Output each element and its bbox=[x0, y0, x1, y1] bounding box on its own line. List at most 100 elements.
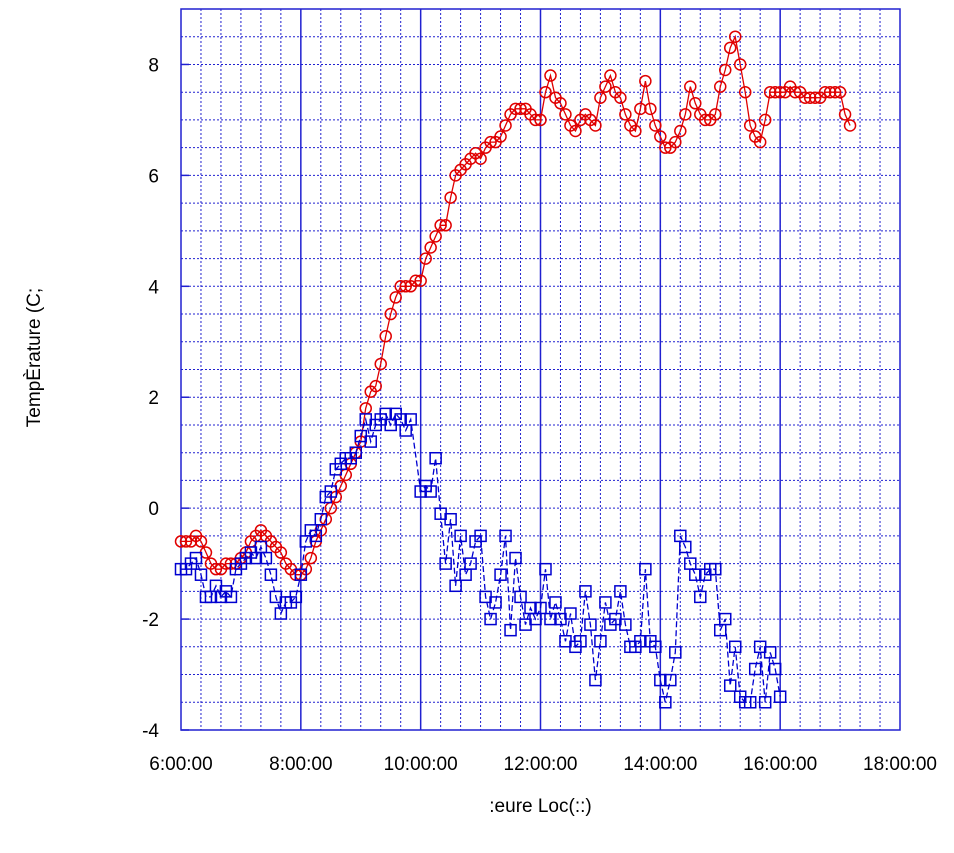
data-point bbox=[439, 219, 452, 232]
data-point bbox=[304, 551, 318, 565]
data-point bbox=[773, 85, 787, 99]
x-tick-label: 8:00:00 bbox=[269, 754, 332, 775]
data-point bbox=[818, 85, 832, 99]
data-point bbox=[564, 607, 577, 620]
data-point bbox=[743, 119, 757, 132]
data-point bbox=[499, 529, 512, 543]
y-tick-label: 2 bbox=[148, 388, 159, 409]
data-point bbox=[664, 673, 677, 687]
data-point bbox=[399, 280, 412, 293]
data-point bbox=[259, 551, 273, 565]
data-point bbox=[669, 646, 682, 659]
x-tick-label: 12:00:00 bbox=[504, 754, 578, 775]
data-point bbox=[674, 124, 687, 138]
data-point bbox=[619, 618, 632, 631]
series-2-line bbox=[181, 412, 781, 703]
data-point bbox=[474, 529, 487, 543]
data-point bbox=[649, 640, 662, 654]
data-point bbox=[264, 568, 278, 581]
data-point bbox=[594, 91, 607, 104]
data-point bbox=[788, 85, 802, 99]
data-point bbox=[738, 85, 752, 99]
data-point bbox=[494, 130, 507, 143]
series-layer bbox=[174, 30, 857, 709]
x-axis-label: :eure Loc(::) bbox=[489, 796, 591, 817]
data-point bbox=[194, 535, 208, 548]
y-tick-labels: -4 -2 0 2 4 6 8 bbox=[142, 55, 189, 742]
series-1 bbox=[174, 30, 857, 581]
data-point bbox=[699, 113, 712, 127]
data-point bbox=[389, 291, 402, 304]
data-point bbox=[709, 108, 722, 121]
data-point bbox=[758, 113, 772, 127]
data-point bbox=[449, 579, 462, 593]
data-point bbox=[484, 612, 497, 626]
data-point bbox=[599, 80, 612, 93]
plot-frame bbox=[180, 8, 901, 731]
data-point bbox=[424, 241, 437, 254]
data-point bbox=[823, 85, 837, 99]
data-point bbox=[639, 74, 652, 88]
data-point bbox=[444, 512, 457, 526]
data-point bbox=[504, 623, 517, 637]
data-point bbox=[808, 91, 822, 104]
y-tick-label: 4 bbox=[148, 277, 159, 298]
x-tick-label: 10:00:00 bbox=[384, 754, 458, 775]
data-point bbox=[594, 635, 607, 648]
data-point bbox=[644, 102, 657, 116]
data-point bbox=[748, 662, 762, 676]
data-point bbox=[364, 435, 377, 448]
data-point bbox=[314, 512, 328, 526]
data-point bbox=[309, 529, 323, 543]
x-tick-label: 14:00:00 bbox=[623, 754, 697, 775]
data-point bbox=[224, 590, 238, 604]
data-point bbox=[209, 562, 223, 576]
data-point bbox=[768, 662, 782, 676]
x-tick-label: 18:00:00 bbox=[863, 754, 937, 775]
data-point bbox=[484, 135, 497, 149]
data-point bbox=[629, 124, 642, 138]
y-tick-label: -4 bbox=[142, 721, 159, 742]
data-point bbox=[589, 119, 602, 132]
data-point bbox=[444, 191, 457, 204]
data-point bbox=[289, 590, 303, 604]
x-tick-label: 6:00:00 bbox=[149, 754, 212, 775]
data-point bbox=[718, 612, 732, 626]
y-tick-label: 6 bbox=[148, 166, 159, 187]
x-tick-label: 16:00:00 bbox=[743, 754, 817, 775]
y-tick-label: 0 bbox=[148, 499, 159, 520]
data-point bbox=[454, 529, 467, 543]
data-point bbox=[619, 108, 632, 121]
data-point bbox=[743, 696, 757, 709]
data-point bbox=[194, 568, 208, 581]
data-point bbox=[549, 596, 562, 609]
data-point bbox=[728, 640, 742, 654]
data-point bbox=[763, 85, 777, 99]
data-point bbox=[654, 130, 667, 143]
data-point bbox=[374, 357, 387, 371]
data-point bbox=[404, 413, 417, 426]
data-point bbox=[614, 585, 627, 598]
data-point bbox=[464, 557, 477, 570]
data-point bbox=[419, 252, 432, 265]
data-point bbox=[274, 546, 288, 559]
data-point bbox=[689, 568, 702, 581]
y-tick-label: 8 bbox=[148, 55, 159, 76]
data-point bbox=[379, 329, 392, 343]
data-point bbox=[579, 585, 592, 598]
data-point bbox=[179, 535, 193, 548]
minor-gridlines bbox=[181, 9, 900, 730]
data-point bbox=[728, 30, 742, 43]
data-point bbox=[709, 562, 722, 576]
data-point bbox=[514, 590, 527, 604]
data-point bbox=[803, 91, 817, 104]
data-point bbox=[494, 568, 507, 581]
data-point bbox=[554, 97, 567, 110]
data-point bbox=[689, 97, 702, 110]
data-point bbox=[838, 108, 852, 121]
data-point bbox=[569, 124, 582, 138]
data-point bbox=[679, 540, 692, 554]
data-point bbox=[539, 562, 552, 576]
data-point bbox=[843, 119, 857, 132]
